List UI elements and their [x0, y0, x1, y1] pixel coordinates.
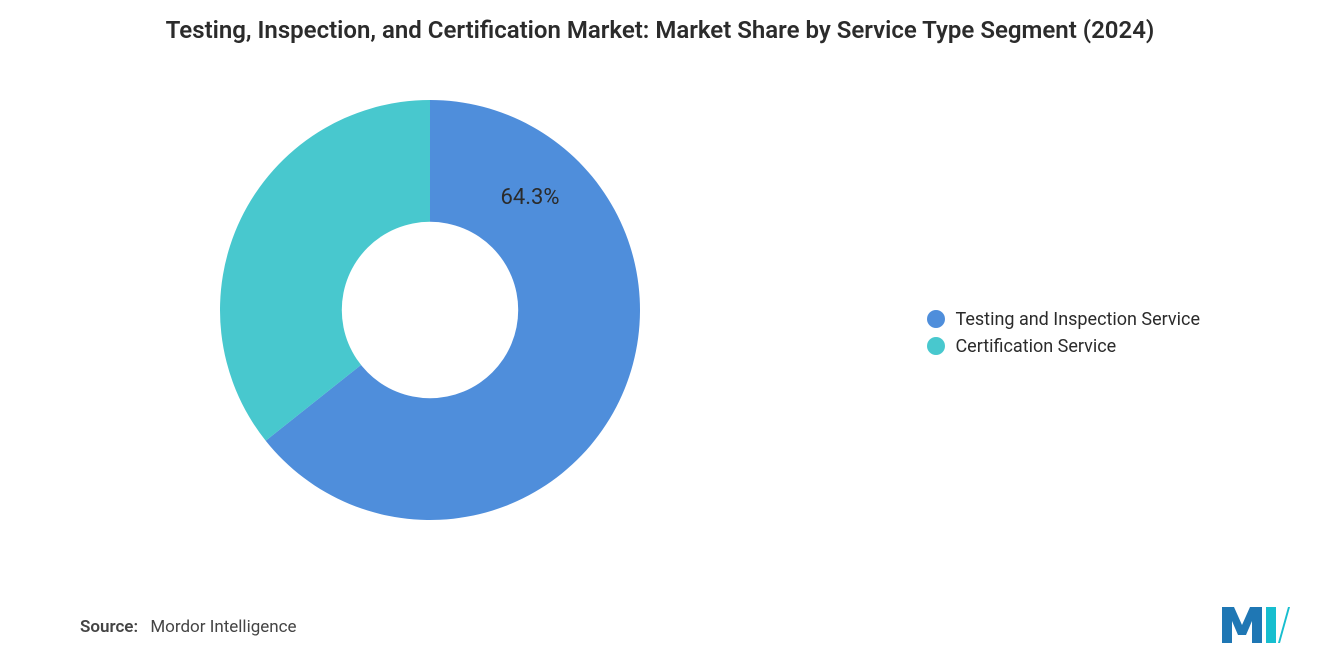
- legend-swatch-icon: [927, 310, 945, 328]
- donut-chart: 64.3%: [220, 100, 640, 520]
- legend-label: Testing and Inspection Service: [955, 309, 1200, 330]
- legend: Testing and Inspection Service Certificat…: [927, 303, 1200, 363]
- legend-item-0: Testing and Inspection Service: [927, 309, 1200, 330]
- source-text: Mordor Intelligence: [150, 617, 296, 637]
- legend-label: Certification Service: [955, 336, 1116, 357]
- legend-item-1: Certification Service: [927, 336, 1200, 357]
- source-line: Source: Mordor Intelligence: [80, 617, 297, 637]
- brand-logo-icon: [1220, 603, 1290, 645]
- legend-swatch-icon: [927, 337, 945, 355]
- donut-hole: [342, 222, 518, 398]
- donut-svg: [220, 100, 640, 520]
- source-label: Source:: [80, 617, 138, 637]
- chart-title: Testing, Inspection, and Certification M…: [160, 14, 1160, 46]
- chart-container: Testing, Inspection, and Certification M…: [0, 0, 1320, 665]
